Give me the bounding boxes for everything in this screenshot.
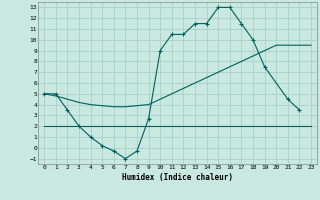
X-axis label: Humidex (Indice chaleur): Humidex (Indice chaleur): [122, 173, 233, 182]
